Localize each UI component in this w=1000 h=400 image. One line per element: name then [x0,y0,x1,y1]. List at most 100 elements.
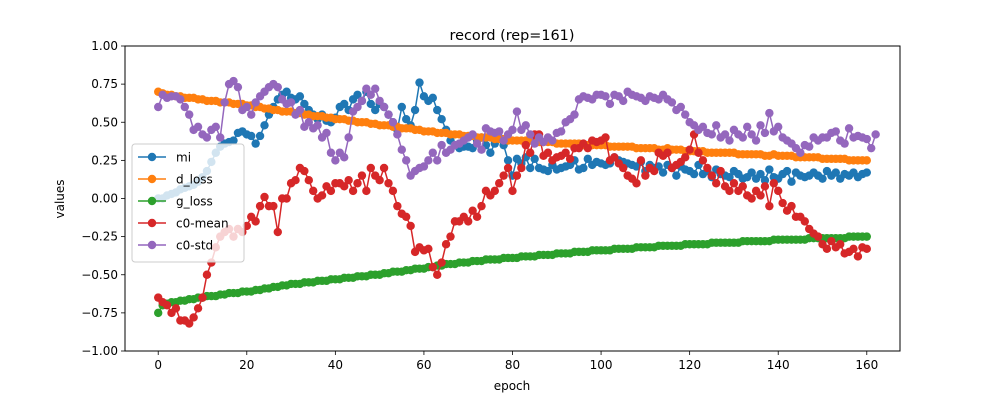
legend-swatch-marker [147,174,157,184]
data-point-c0-std [326,148,336,157]
data-point-mi [756,169,765,179]
data-point-c0-mean [490,186,499,196]
data-point-c0-mean [406,221,415,231]
data-point-c0-std [676,102,685,112]
series-c0-mean [154,130,871,328]
data-point-c0-mean [344,176,353,185]
data-point-c0-mean [402,212,411,221]
plot-frame [124,45,901,352]
legend-label: g_loss [176,195,213,209]
data-point-c0-mean [703,163,712,173]
data-point-c0-mean [495,179,504,188]
data-point-d_loss [862,156,871,165]
data-point-c0-std [844,124,854,133]
data-point-c0-std [698,122,708,132]
data-point-c0-mean [765,201,774,211]
data-point-c0-std [840,139,849,148]
data-point-c0-mean [477,201,486,211]
data-point-c0-mean [822,244,832,254]
data-point-c0-std [273,82,282,92]
data-point-mi [658,168,668,177]
data-point-c0-mean [716,166,725,176]
data-point-c0-std [379,102,389,112]
data-point-c0-mean [729,179,739,188]
data-point-c0-std [220,98,229,107]
data-point-c0-mean [260,192,269,202]
data-point-c0-std [388,118,398,127]
data-point-c0-mean [827,237,836,246]
data-point-c0-std [548,136,557,145]
x-tick-label: 20 [239,358,254,372]
data-point-c0-mean [362,186,371,196]
y-axis-label: values [53,179,67,218]
data-point-c0-mean [813,232,823,241]
x-tick-label: 0 [154,358,162,372]
x-tick-label: 40 [328,358,343,372]
data-point-c0-std [862,134,871,144]
data-point-c0-mean [379,163,389,173]
data-point-mi [765,165,774,174]
data-point-c0-mean [464,217,473,226]
data-point-c0-mean [756,191,765,200]
data-point-c0-mean [619,163,628,173]
data-point-mi [543,166,553,176]
y-tick-label: −0.75 [81,306,118,320]
data-point-c0-std [477,145,486,154]
data-point-mi [782,166,792,176]
x-tick-label: 140 [767,358,790,372]
data-point-c0-mean [636,156,646,165]
data-point-c0-std [495,127,504,136]
data-point-c0-mean [694,148,703,157]
legend-item-d_loss: d_loss [138,173,213,187]
data-point-c0-mean [353,179,362,188]
data-point-c0-mean [446,232,455,241]
data-point-c0-std [313,121,322,130]
data-point-c0-mean [849,244,858,254]
data-point-mi [530,154,539,164]
data-point-c0-mean [348,186,358,196]
data-point-c0-std [720,130,730,139]
data-point-c0-std [242,102,251,112]
data-point-c0-mean [388,186,398,196]
data-point-mi [295,92,305,101]
data-point-mi [255,131,265,141]
data-point-c0-std [521,121,530,130]
data-point-c0-std [530,139,539,148]
data-point-c0-std [397,145,406,154]
chart-title: record (rep=161) [450,28,575,44]
data-point-c0-std [756,121,765,130]
legend-swatch-marker [147,218,157,228]
data-point-c0-std [393,130,402,139]
y-tick-label: 1.00 [91,39,118,53]
data-point-c0-mean [171,304,181,313]
data-point-c0-mean [565,154,575,164]
data-point-c0-std [375,96,384,106]
data-point-c0-mean [273,227,282,237]
data-point-c0-std [738,133,747,142]
data-point-c0-std [867,143,876,153]
data-point-mi [818,174,827,183]
data-point-c0-mean [291,176,300,185]
legend-swatch-marker [147,240,157,250]
data-point-c0-std [362,84,371,93]
data-point-c0-mean [282,194,291,203]
data-point-c0-std [437,140,446,150]
data-point-c0-mean [632,179,641,188]
data-point-c0-mean [269,201,278,211]
data-point-mi [486,148,495,157]
data-point-c0-std [712,121,721,130]
data-point-c0-mean [663,148,672,157]
data-point-c0-mean [517,163,526,173]
data-point-c0-mean [641,171,650,180]
data-point-c0-std [605,99,615,109]
data-point-mi [415,78,424,87]
data-point-c0-std [499,136,508,145]
data-point-c0-std [796,148,805,157]
data-point-c0-mean [189,313,198,322]
data-point-c0-std [871,130,880,139]
data-point-c0-mean [738,182,747,191]
data-point-c0-std [202,133,212,142]
data-point-c0-std [371,84,380,93]
data-point-c0-std [216,133,225,142]
